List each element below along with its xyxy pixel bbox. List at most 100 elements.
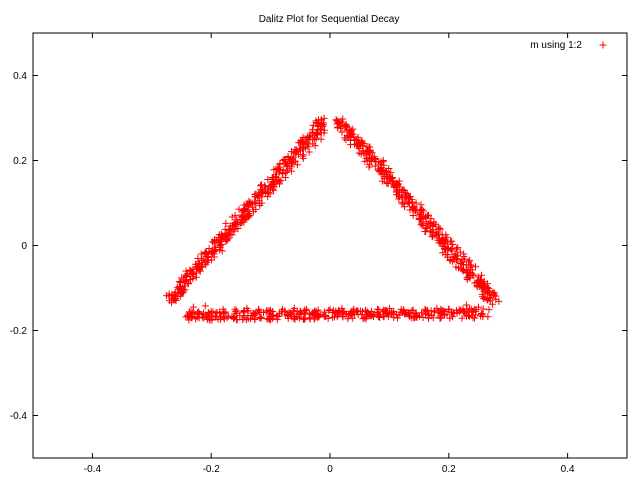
data-point: [178, 274, 186, 282]
data-point: [353, 135, 361, 143]
data-point: [424, 212, 432, 220]
data-point: [311, 142, 319, 150]
data-point: [456, 259, 464, 267]
data-point: [335, 308, 343, 316]
data-point: [466, 274, 474, 282]
data-point: [186, 276, 194, 283]
data-point: [285, 309, 293, 317]
data-point: [302, 305, 310, 313]
data-point: [419, 221, 427, 229]
data-point: [335, 118, 343, 126]
data-point: [225, 226, 233, 234]
data-point: [311, 136, 319, 144]
data-point: [325, 306, 333, 314]
data-point: [222, 237, 230, 245]
data-point: [408, 203, 416, 211]
data-point: [346, 126, 354, 134]
data-point: [358, 137, 366, 145]
data-point: [192, 315, 200, 323]
data-point: [233, 309, 241, 317]
data-point: [256, 308, 264, 316]
chart-title: Dalitz Plot for Sequential Decay: [259, 14, 400, 25]
data-point: [483, 289, 491, 297]
data-point: [188, 314, 196, 322]
data-point: [428, 232, 436, 240]
legend-marker-plus: [599, 41, 607, 49]
data-point: [264, 175, 272, 183]
data-point: [488, 300, 496, 308]
data-point: [209, 308, 217, 316]
data-point: [282, 158, 290, 166]
data-point: [224, 229, 232, 237]
data-point: [359, 142, 367, 150]
data-point: [246, 212, 254, 220]
data-point: [458, 314, 466, 322]
data-point: [320, 114, 328, 122]
data-point: [409, 211, 417, 219]
data-point: [268, 174, 276, 182]
data-point: [270, 186, 278, 194]
data-point: [300, 315, 308, 323]
data-point: [192, 269, 200, 277]
data-point: [390, 307, 398, 315]
data-point: [380, 174, 388, 182]
data-point: [467, 261, 475, 269]
data-point: [195, 310, 203, 317]
data-point: [442, 231, 450, 239]
data-point: [207, 307, 215, 315]
data-point: [349, 314, 357, 322]
data-point: [395, 311, 403, 319]
data-point: [184, 279, 192, 287]
data-point: [240, 218, 248, 226]
data-point: [460, 267, 468, 275]
data-point: [475, 303, 482, 311]
data-point: [196, 267, 204, 275]
data-point: [228, 231, 236, 239]
legend-marker: [599, 41, 607, 49]
data-point: [203, 252, 211, 260]
data-point: [252, 205, 260, 213]
data-point: [198, 263, 206, 271]
data-point: [284, 314, 292, 322]
data-point: [255, 305, 263, 313]
data-point: [472, 263, 480, 271]
data-point: [344, 315, 352, 323]
data-point: [400, 203, 408, 211]
data-point: [324, 314, 332, 322]
data-point: [175, 278, 183, 286]
data-point: [222, 219, 230, 227]
data-point: [436, 225, 444, 232]
data-point: [376, 161, 384, 169]
data-point: [453, 255, 461, 263]
data-point: [405, 199, 413, 207]
data-point: [269, 311, 277, 319]
data-point: [218, 240, 226, 248]
data-point: [246, 315, 254, 323]
data-point: [422, 224, 430, 232]
data-point: [183, 312, 191, 320]
data-point: [368, 307, 376, 315]
data-point: [367, 155, 375, 163]
data-point: [385, 304, 393, 312]
data-point: [365, 148, 373, 156]
data-point: [243, 304, 251, 312]
data-point: [267, 306, 275, 314]
data-point: [304, 143, 312, 151]
data-point: [306, 315, 314, 323]
x-tick-label: 0.4: [561, 464, 575, 475]
data-point: [257, 181, 265, 189]
data-point: [234, 225, 242, 232]
data-point: [460, 250, 468, 258]
data-point: [342, 124, 350, 132]
axis-ticks: -0.4 -0.2 0 0.2 0.4 -0.4 -0.2 0 0.2 0.4: [10, 33, 627, 475]
data-point: [397, 305, 405, 313]
data-point: [470, 314, 478, 322]
data-point: [276, 309, 284, 317]
data-point: [353, 307, 361, 315]
data-point: [166, 297, 174, 305]
data-point: [320, 129, 328, 137]
data-point: [223, 314, 231, 322]
data-point: [189, 303, 197, 311]
data-point: [433, 304, 441, 312]
data-point: [421, 305, 429, 313]
